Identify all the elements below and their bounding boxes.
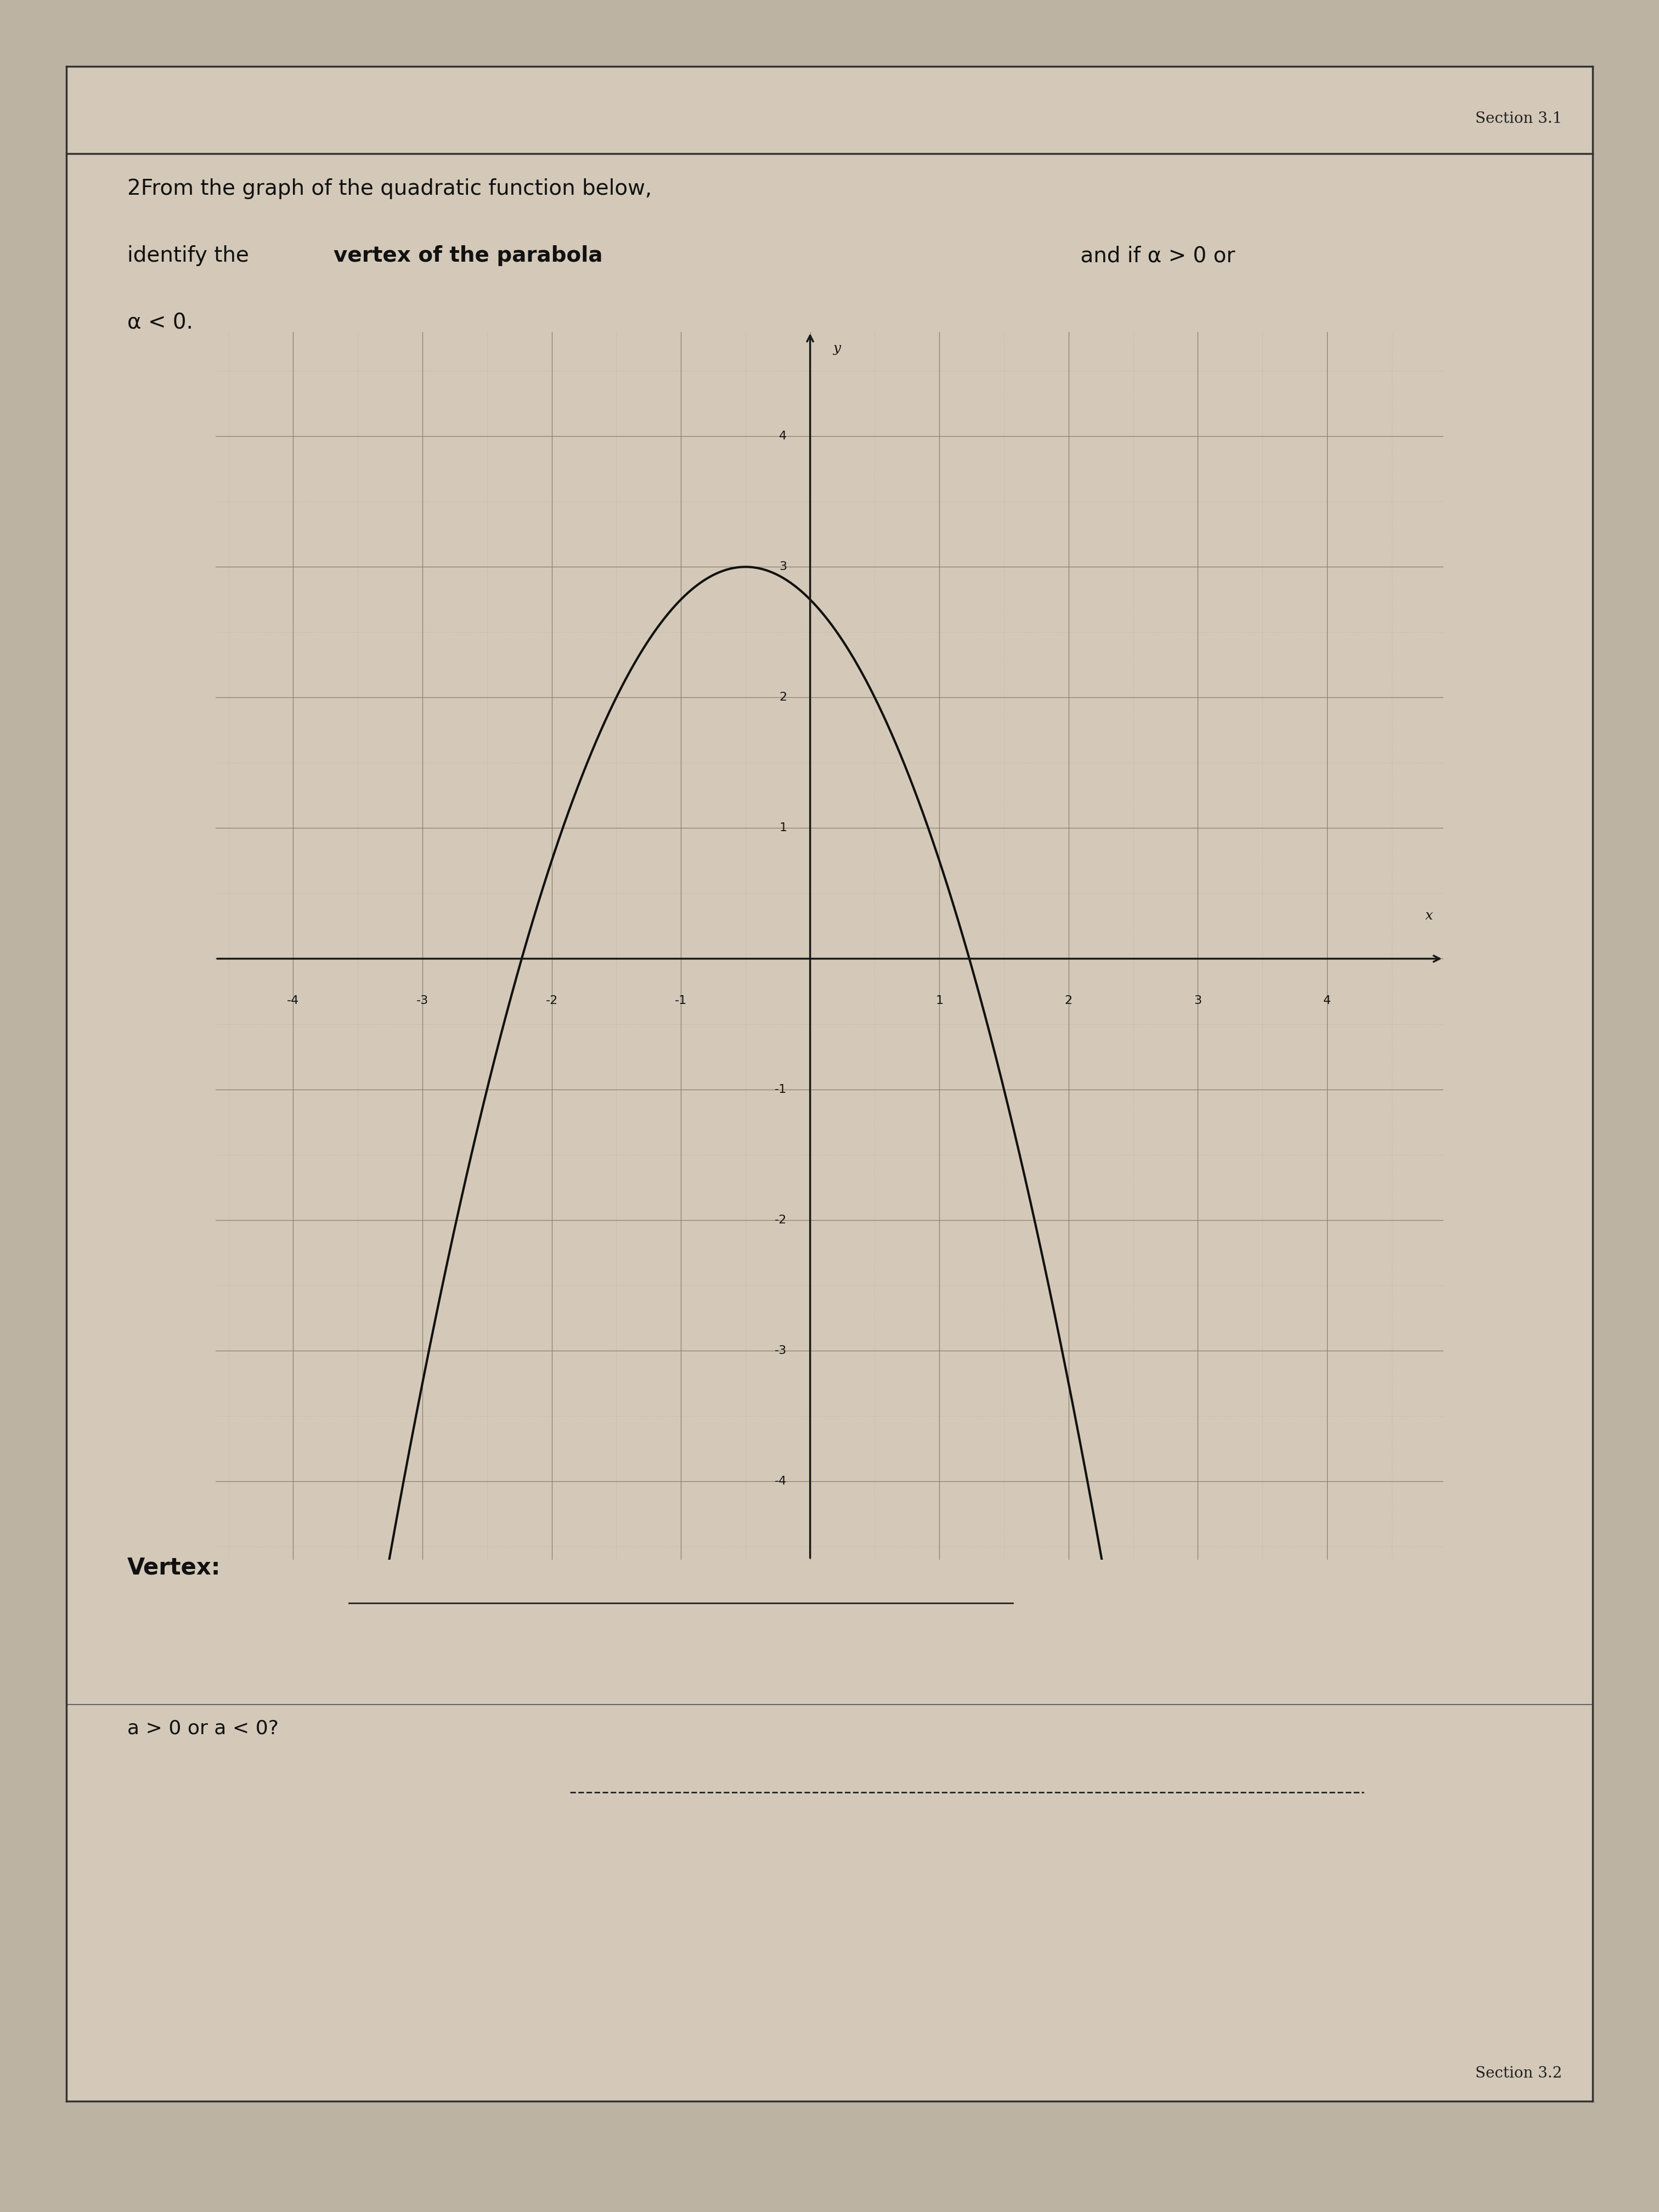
Text: a > 0 or a < 0?: a > 0 or a < 0? — [128, 1719, 279, 1736]
Text: 2: 2 — [1065, 995, 1072, 1006]
Text: -2: -2 — [546, 995, 557, 1006]
Text: vertex of the parabola: vertex of the parabola — [333, 246, 602, 265]
Text: -1: -1 — [675, 995, 687, 1006]
Text: x: x — [1425, 909, 1433, 922]
Text: α < 0.: α < 0. — [128, 312, 192, 334]
Text: 1: 1 — [936, 995, 944, 1006]
Text: Vertex:: Vertex: — [128, 1555, 221, 1579]
Text: -3: -3 — [775, 1345, 786, 1356]
Text: 4: 4 — [1324, 995, 1331, 1006]
Text: 3: 3 — [780, 562, 786, 573]
Text: Section 3.1: Section 3.1 — [1475, 111, 1563, 126]
Text: 4: 4 — [780, 431, 786, 442]
Text: and if α > 0 or: and if α > 0 or — [1073, 246, 1236, 265]
Text: 2: 2 — [780, 692, 786, 703]
Text: y: y — [833, 343, 841, 354]
Text: 3: 3 — [1194, 995, 1201, 1006]
Text: -3: -3 — [416, 995, 428, 1006]
Text: -1: -1 — [775, 1084, 786, 1095]
Text: -2: -2 — [775, 1214, 786, 1225]
Text: Section 3.2: Section 3.2 — [1475, 2066, 1563, 2081]
Text: 1: 1 — [780, 823, 786, 834]
Text: 2From the graph of the quadratic function below,: 2From the graph of the quadratic functio… — [128, 179, 652, 199]
Text: identify the: identify the — [128, 246, 255, 265]
Text: -4: -4 — [287, 995, 299, 1006]
Text: -4: -4 — [775, 1475, 786, 1486]
